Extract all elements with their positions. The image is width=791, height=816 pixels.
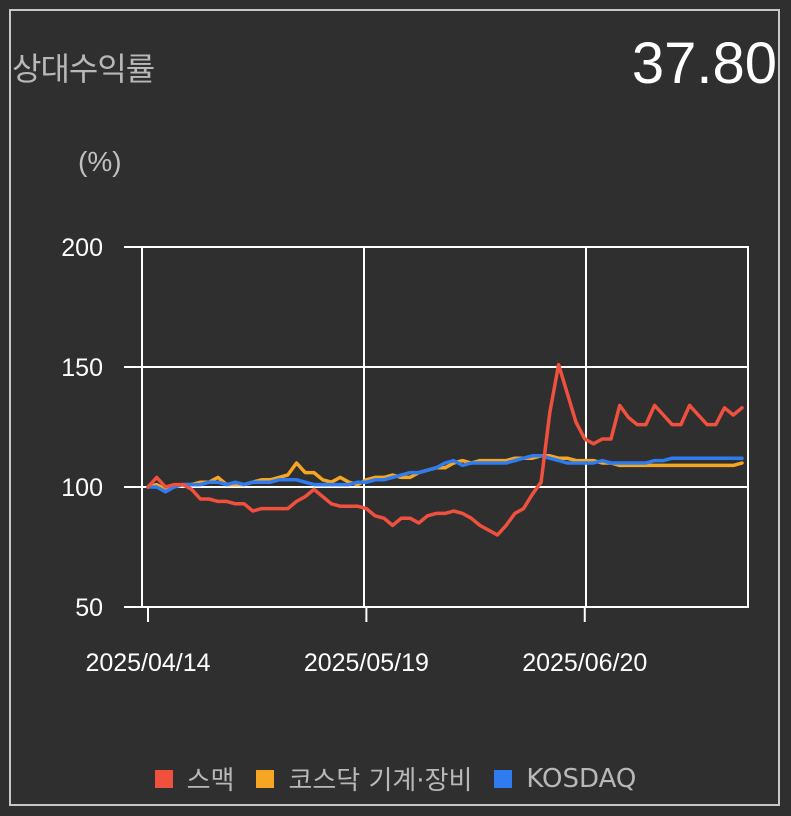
legend-label: KOSDAQ — [526, 763, 637, 794]
legend-swatch — [154, 769, 173, 788]
x-tick-label: 2025/04/14 — [85, 649, 210, 677]
legend-item: KOSDAQ — [494, 764, 636, 794]
legend-label: 스맥 — [186, 766, 235, 796]
legend: 스맥 코스닥 기계·장비 KOSDAQ — [0, 760, 791, 797]
legend-item: 스맥 — [154, 760, 235, 797]
legend-item: 코스닥 기계·장비 — [256, 760, 472, 797]
plot-border — [141, 246, 749, 608]
legend-swatch — [494, 769, 513, 788]
x-tick-label: 2025/05/19 — [304, 649, 429, 677]
return-value: 37.80 — [631, 31, 777, 96]
y-tick-label: 100 — [61, 474, 103, 502]
y-tick-label: 150 — [61, 354, 103, 382]
chart-frame — [9, 9, 780, 806]
y-tick-label: 200 — [61, 234, 103, 262]
x-tick-label: 2025/06/20 — [522, 649, 647, 677]
legend-swatch — [256, 769, 275, 788]
chart-title: 상대수익률 — [12, 50, 155, 88]
series-line — [146, 362, 744, 537]
series-line — [146, 454, 744, 494]
y-unit-label: (%) — [78, 146, 122, 177]
legend-label: 코스닥 기계·장비 — [288, 766, 473, 796]
y-tick-label: 50 — [75, 594, 103, 622]
